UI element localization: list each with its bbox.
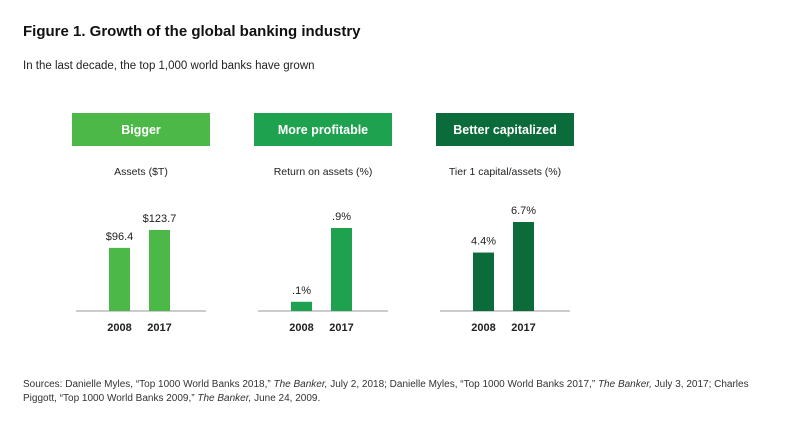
source-segment: Sources: Danielle Myles, “Top 1000 World…: [23, 379, 274, 390]
bar-2008: [473, 252, 494, 311]
bar-2008: [109, 247, 130, 311]
x-tick-label: 2008: [471, 322, 495, 334]
panel-header-better-capitalized: Better capitalized: [436, 113, 574, 146]
data-label: $123.7: [143, 213, 177, 225]
data-label: 6.7%: [511, 205, 536, 217]
bar-2008: [291, 301, 312, 311]
x-tick-label: 2008: [289, 322, 313, 334]
data-label: $96.4: [106, 231, 134, 243]
data-label: .9%: [332, 211, 351, 223]
bar-2017: [331, 228, 352, 311]
panel-header-bigger: Bigger: [72, 113, 210, 146]
chart-title-tier1: Tier 1 capital/assets (%): [448, 166, 562, 178]
x-tick-label: 2017: [329, 322, 353, 334]
source-segment: The Banker,: [273, 379, 328, 390]
sources-note: Sources: Danielle Myles, “Top 1000 World…: [23, 378, 783, 406]
figure-title: Figure 1. Growth of the global banking i…: [23, 23, 361, 40]
source-segment: June 24, 2009.: [251, 393, 321, 404]
bar-2017: [149, 230, 170, 311]
source-segment: July 2, 2018; Danielle Myles, “Top 1000 …: [327, 379, 598, 390]
x-tick-label: 2017: [147, 322, 171, 334]
source-segment: The Banker,: [197, 393, 252, 404]
x-tick-label: 2017: [511, 322, 535, 334]
data-label: .1%: [292, 285, 311, 297]
data-label: 4.4%: [471, 236, 496, 248]
chart-title-assets: Assets ($T): [114, 166, 168, 178]
chart-title-roa: Return on assets (%): [273, 166, 373, 178]
bar-2017: [513, 222, 534, 311]
source-segment: The Banker,: [597, 379, 652, 390]
source-segment: July 3, 2017; Charles Piggott, “Top 1000…: [23, 379, 749, 404]
panel-header-more-profitable: More profitable: [254, 113, 392, 146]
x-tick-label: 2008: [107, 322, 131, 334]
figure-subtitle: In the last decade, the top 1,000 world …: [23, 60, 315, 72]
